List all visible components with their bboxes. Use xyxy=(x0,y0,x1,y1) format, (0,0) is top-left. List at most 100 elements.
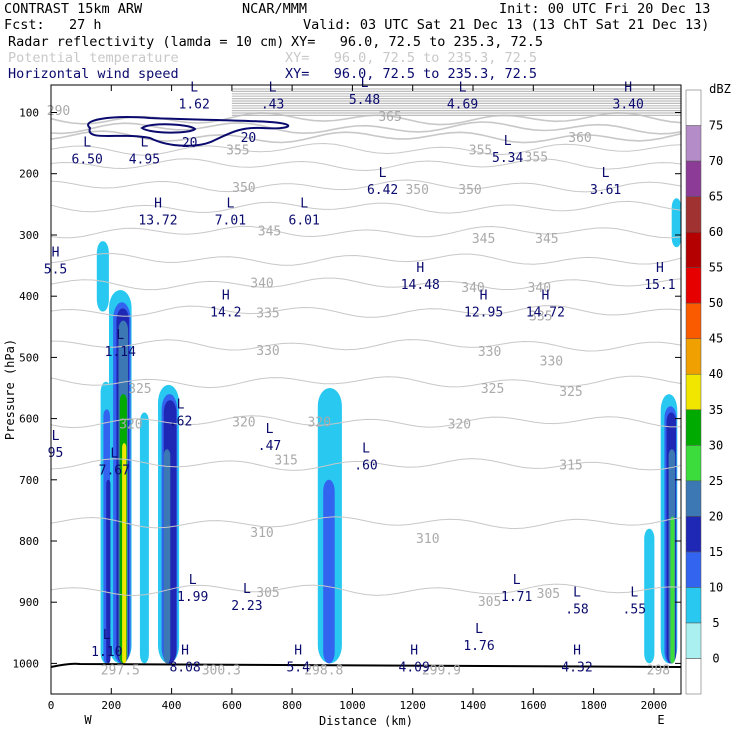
theta-label: 350 xyxy=(405,183,428,198)
x-axis-west-label: W xyxy=(84,713,92,727)
theta-contour-line xyxy=(50,121,682,135)
y-tick-label: 100 xyxy=(19,107,39,120)
wind-extremum-type: H xyxy=(541,288,549,303)
wind-extremum-value: 15.1 xyxy=(644,278,675,293)
theta-contour-line xyxy=(50,339,682,352)
wind-extremum-type: L xyxy=(189,573,197,588)
theta-label: 360 xyxy=(568,131,591,146)
surface-line xyxy=(50,662,682,668)
theta-label: 325 xyxy=(481,382,504,397)
theta-label: 305 xyxy=(256,586,279,601)
theta-label: 320 xyxy=(448,418,471,433)
wind-extremum-type: L xyxy=(190,80,198,95)
colorbar-swatch xyxy=(685,89,702,126)
x-tick-label: 1600 xyxy=(520,699,547,712)
reflectivity-cell xyxy=(323,479,335,664)
y-tick-label: 300 xyxy=(19,229,39,242)
theta-contours xyxy=(50,88,682,597)
colorbar-swatch xyxy=(685,445,702,482)
theta-contour-line xyxy=(50,158,682,172)
wind-extremum-type: L xyxy=(243,582,251,597)
wind-extremum-value: 1.10 xyxy=(91,645,122,660)
wind-extremum-type: H xyxy=(181,643,189,658)
wind-extremum-value: 2.23 xyxy=(231,599,262,614)
theta-contour-line xyxy=(50,225,682,239)
wind-extremum-type: L xyxy=(269,80,277,95)
theta-label: 335 xyxy=(529,310,552,325)
x-tick-label: 200 xyxy=(101,699,121,712)
x-tick-label: 1400 xyxy=(460,699,487,712)
wind-contour-label: 20 xyxy=(182,136,198,151)
wind-contour-20 xyxy=(87,116,290,147)
y-tick-label: 200 xyxy=(19,168,39,181)
reflectivity-cells xyxy=(96,198,682,664)
colorbar-tick-label: 5 xyxy=(712,616,719,630)
wind-extremum-type: L xyxy=(475,622,483,637)
colorbar-tick-label: 75 xyxy=(709,119,723,133)
colorbar-tick-label: 10 xyxy=(709,580,723,594)
wind-extremum-type: H xyxy=(222,288,230,303)
theta-contour-line xyxy=(50,142,682,156)
theta-label: 350 xyxy=(232,181,255,196)
wind-extremum-type: L xyxy=(630,585,638,600)
theta-label: 315 xyxy=(559,459,582,474)
colorbar-swatch xyxy=(685,373,702,410)
colorbar-swatch xyxy=(685,160,702,197)
wind-extremum-value: 1.99 xyxy=(177,590,208,605)
wind-extremum-value: 13.72 xyxy=(138,214,177,229)
x-tick-label: 800 xyxy=(282,699,302,712)
wind-extremum-value: 5.48 xyxy=(349,93,380,108)
x-tick-label: 600 xyxy=(222,699,242,712)
colorbar-tick-label: 65 xyxy=(709,190,723,204)
reflectivity-cell xyxy=(139,412,149,664)
y-axis-label: Pressure (hPa) xyxy=(3,339,17,440)
theta-label: 320 xyxy=(232,416,255,431)
colorbar-swatch xyxy=(685,302,702,339)
plot-frame xyxy=(50,84,682,695)
y-tick-label: 1000 xyxy=(13,657,40,670)
wind-extremum-value: 6.42 xyxy=(367,183,398,198)
field-xy-theta: XY= 96.0, 72.5 to 235.3, 72.5 xyxy=(285,50,537,66)
axes: 0 200 400 600 800 1000 1200 1400 1600 1800 2000 100… xyxy=(3,84,682,728)
theta-label: 315 xyxy=(274,454,297,469)
y-tick-label: 400 xyxy=(19,290,39,303)
wind-extremum-type: L xyxy=(300,197,308,212)
wind-extremum-type: H xyxy=(410,643,418,658)
theta-label: 340 xyxy=(250,277,273,292)
institution-title: NCAR/MMM xyxy=(242,1,308,17)
x-axis-label: Distance (km) xyxy=(319,714,413,728)
colorbar-swatch xyxy=(685,196,702,233)
wind-extremum-type: L xyxy=(226,197,234,212)
wind-extremum-value: 12.95 xyxy=(464,305,503,320)
reflectivity-cell xyxy=(670,516,675,664)
theta-label: 345 xyxy=(472,232,495,247)
plot-decorations xyxy=(50,116,682,668)
wind-extremum-value: 7.01 xyxy=(215,214,246,229)
x-tick-label: 1200 xyxy=(399,699,426,712)
wind-extremum-value: 5.5 xyxy=(44,263,67,278)
wind-extremum-value: 3.61 xyxy=(590,183,621,198)
wind-extremum-type: L xyxy=(103,628,111,643)
theta-label: 340 xyxy=(528,281,551,296)
wind-extremum-value: 14.72 xyxy=(526,305,565,320)
theta-label: 325 xyxy=(128,382,151,397)
wind-extremum-value: 5.34 xyxy=(492,151,523,166)
wind-extremum-type: L xyxy=(459,80,467,95)
colorbar-swatch xyxy=(685,338,702,375)
theta-label: 299.9 xyxy=(422,664,461,679)
colorbar-swatch xyxy=(685,587,702,624)
wind-extremum-type: L xyxy=(140,135,148,150)
theta-label: 310 xyxy=(250,526,273,541)
wind-extremum-type: L xyxy=(52,429,60,444)
theta-contour-line xyxy=(50,111,682,126)
colorbar-tick-label: 20 xyxy=(709,509,723,523)
theta-contour-line xyxy=(50,375,682,389)
theta-label: 335 xyxy=(256,307,279,322)
colorbar-swatch xyxy=(685,658,702,695)
theta-label: 355 xyxy=(469,143,492,158)
reflectivity-cell xyxy=(671,198,682,248)
theta-label: 330 xyxy=(540,354,563,369)
wind-extremum-type: H xyxy=(294,643,302,658)
wind-extremum-type: L xyxy=(361,76,369,91)
